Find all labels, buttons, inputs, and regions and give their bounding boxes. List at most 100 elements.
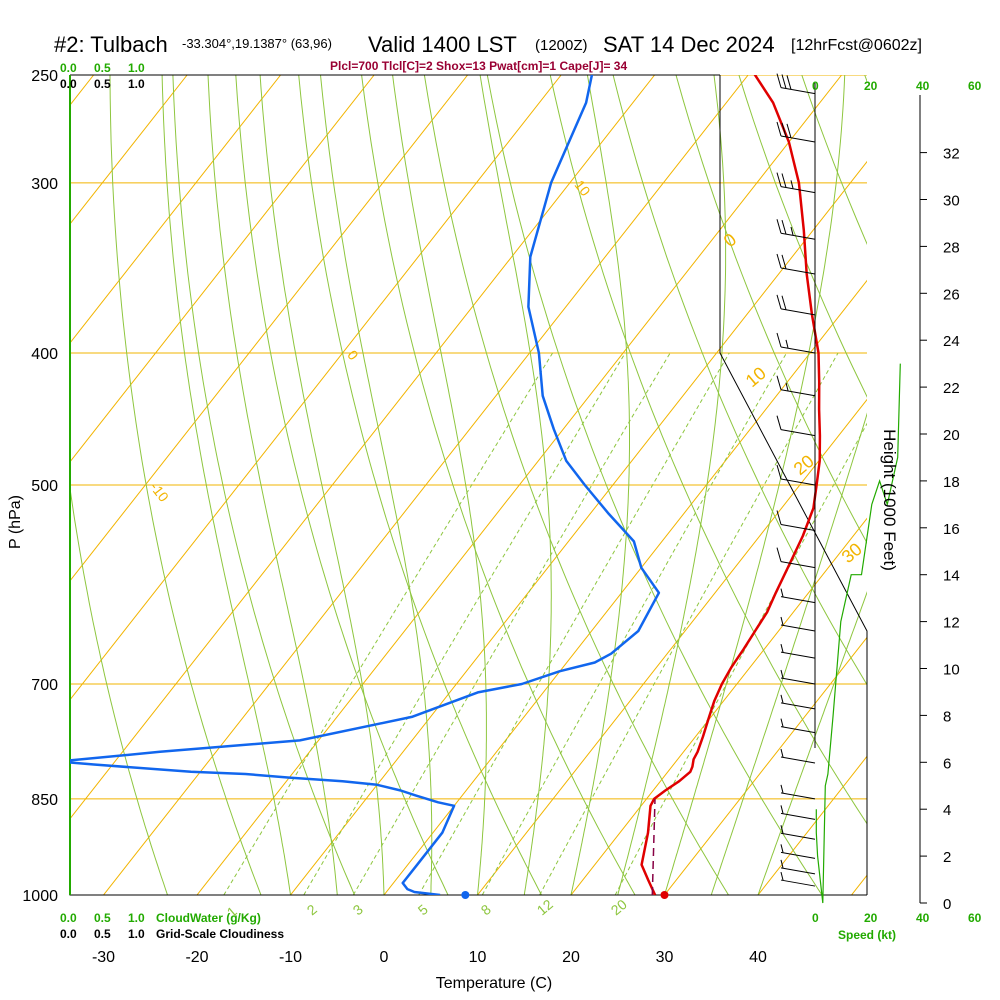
scale-value: 1.0: [128, 77, 145, 91]
wind-speed-profile: [815, 363, 901, 904]
barb-flag: [776, 253, 782, 269]
temperature-tick-label: 0: [380, 949, 389, 966]
barb-flag: [776, 294, 782, 309]
moist-adiabat: [161, 75, 291, 895]
barb-flag: [781, 74, 787, 89]
moist-adiabat: [320, 75, 433, 895]
dry-adiabat: [549, 75, 867, 825]
temperature-tick-label: -10: [279, 949, 302, 966]
moist-adiabat: [757, 591, 867, 895]
parcel-profile: [651, 798, 656, 895]
height-tick-label: 0: [943, 896, 951, 913]
isotherm-label: 20: [790, 451, 818, 479]
height-tick-label: 12: [943, 615, 960, 632]
mixing-ratio-label: 8: [478, 901, 494, 918]
station-title: #2: Tulbach: [54, 32, 168, 57]
barb-half: [780, 844, 784, 853]
wind-barb: [776, 294, 816, 316]
dry-adiabat: [235, 75, 449, 895]
moist-adiabat: [479, 75, 552, 895]
height-tick-label: 24: [943, 333, 960, 350]
moist-adiabat: [570, 75, 630, 895]
wind-barb: [780, 825, 816, 840]
barb-staff: [780, 651, 816, 659]
barb-staff: [780, 308, 816, 316]
scale-value: 0.5: [94, 61, 111, 75]
barb-staff: [780, 677, 816, 685]
barb-flag: [781, 295, 787, 310]
barb-half: [780, 748, 784, 758]
isotherm-label: 0: [720, 229, 741, 251]
temperature-tick-label: -30: [92, 949, 115, 966]
height-tick-label: 22: [943, 380, 960, 397]
wind-barbs: [776, 73, 816, 887]
temperature-tick-label: 20: [562, 949, 580, 966]
cloudiness-legend: Grid-Scale Cloudiness: [156, 927, 284, 941]
wind-barb: [780, 871, 816, 887]
station-coords: -33.304°,19.1387° (63,96): [182, 36, 332, 51]
dry-adiabat: [738, 75, 867, 398]
isotherm: [851, 874, 867, 895]
barb-flag: [781, 173, 787, 188]
height-tick-label: 14: [943, 568, 960, 585]
barb-flag: [776, 73, 782, 88]
scale-value: 0.0: [60, 927, 77, 941]
barb-half: [785, 382, 789, 391]
wind-barb: [776, 375, 816, 397]
mixing-ratio-label: 12: [534, 896, 556, 918]
speed-tick: 60: [968, 79, 982, 93]
scale-value: 0.5: [94, 927, 111, 941]
speed-legend: Speed (kt): [838, 928, 896, 942]
moist-adiabat: [710, 412, 867, 895]
profiles: [70, 75, 822, 895]
wind-barb: [780, 748, 816, 764]
scale-value: 0.0: [60, 77, 77, 91]
barb-half: [790, 226, 794, 236]
isotherm: [570, 517, 867, 895]
dry-adiabat: [991, 75, 1000, 895]
wind-barb: [776, 219, 816, 240]
height-tick-label: 16: [943, 521, 960, 538]
barb-staff: [780, 726, 816, 734]
barb-flag: [781, 254, 787, 270]
valid-time: Valid 1400 LST: [368, 32, 517, 57]
zulu-time: (1200Z): [535, 37, 588, 54]
mixing-ratio-line: [481, 352, 787, 895]
isotherm: [103, 75, 749, 895]
dry-adiabat: [675, 75, 867, 544]
height-tick-label: 8: [943, 708, 951, 725]
date-label: SAT 14 Dec 2024: [603, 32, 775, 57]
isotherm-label: 30: [838, 539, 866, 567]
barb-staff: [780, 135, 816, 143]
barb-staff: [780, 87, 816, 95]
wind-barb: [780, 844, 816, 859]
pressure-tick-label: 700: [31, 677, 58, 694]
isotherm: [70, 75, 656, 820]
isotherm-label: 10: [571, 177, 593, 199]
mixing-ratio-line: [352, 352, 671, 895]
dry-adiabat: [423, 75, 729, 895]
barb-staff: [780, 851, 816, 859]
barb-half: [780, 643, 784, 653]
isotherm: [757, 755, 867, 895]
dry-adiabat: [298, 75, 542, 895]
temperature-tick-label: 30: [656, 949, 674, 966]
wind-barb: [776, 332, 816, 354]
dry-adiabat: [70, 484, 168, 895]
barb-staff: [780, 389, 816, 397]
barb-staff: [780, 232, 816, 240]
barb-staff: [780, 596, 816, 604]
barb-staff: [780, 867, 816, 875]
height-tick-label: 32: [943, 146, 960, 163]
moist-adiabat: [664, 75, 846, 895]
barb-staff: [780, 832, 816, 840]
isotherm: [70, 75, 469, 582]
isotherm-label: 10: [742, 363, 770, 391]
barb-staff: [780, 186, 816, 194]
x-axis-label: Temperature (C): [436, 975, 552, 992]
wind-barb: [780, 694, 816, 710]
barb-flag: [776, 415, 782, 430]
y-axis-label: P (hPa): [7, 495, 24, 549]
speed-tick: 0: [812, 79, 819, 93]
barb-staff: [780, 756, 816, 764]
